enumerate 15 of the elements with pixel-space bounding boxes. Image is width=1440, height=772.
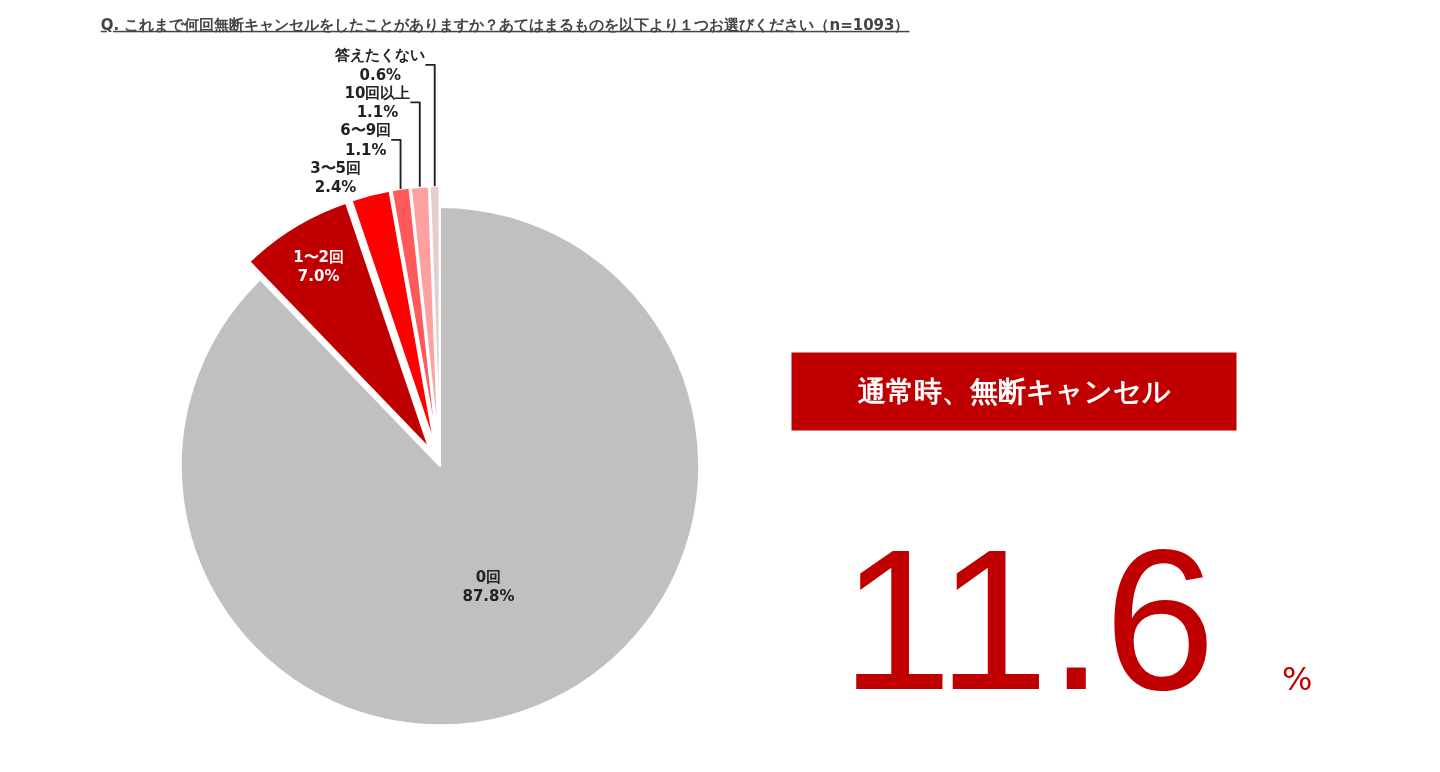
slice-label: 1〜2回: [293, 247, 345, 266]
data-label: 1.1%: [356, 103, 399, 122]
slice-label: 0回: [475, 567, 502, 586]
data-label: 2.4%: [314, 178, 357, 197]
text: %: [1282, 660, 1313, 698]
slice-label: 10回以上: [344, 83, 411, 102]
text: 11.6: [841, 508, 1216, 731]
slice-label: 3〜5回: [310, 158, 362, 177]
slice-label: 答えたくない: [334, 46, 426, 65]
slice-label: 6〜9回: [340, 121, 392, 140]
text: 通常時、無断キャンセル: [857, 375, 1171, 408]
data-label: 1.1%: [344, 140, 387, 159]
data-label: 7.0%: [297, 267, 340, 286]
data-label: 0.6%: [359, 65, 402, 84]
data-label: 87.8%: [462, 587, 515, 606]
